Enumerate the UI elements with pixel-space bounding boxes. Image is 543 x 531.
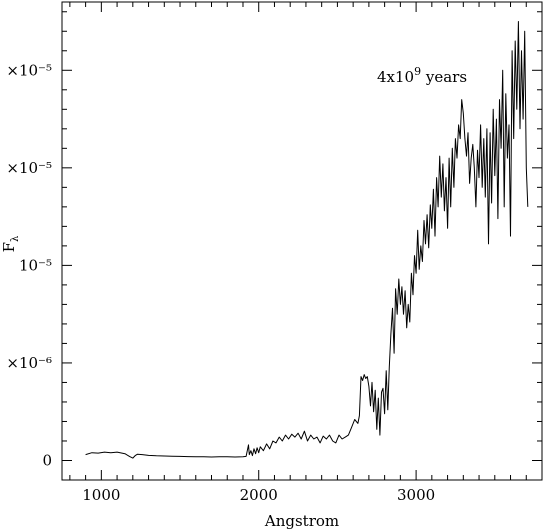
x-tick-label: 3000: [397, 486, 435, 504]
plot-frame: [61, 1, 543, 481]
y-tick-label: ×10⁻⁵: [6, 61, 52, 79]
x-axis-title: Angstrom: [264, 512, 339, 530]
x-tick-label: 2000: [240, 486, 278, 504]
axis-ticks: [62, 2, 543, 480]
x-tick-label: 1000: [82, 486, 120, 504]
x-tick-labels: 1000 2000 3000: [82, 486, 435, 504]
y-tick-labels: 0 ×10⁻⁶ 10⁻⁵ ×10⁻⁵ ×10⁻⁵: [6, 61, 52, 469]
y-tick-label: 0: [42, 451, 52, 469]
y-tick-label: ×10⁻⁵: [6, 159, 52, 177]
annotation-label: 4x109 years: [377, 65, 467, 86]
y-axis-title: Fλ: [0, 235, 21, 252]
spectrum-line: [85, 21, 529, 459]
y-tick-label: ×10⁻⁶: [6, 354, 52, 372]
y-tick-label: 10⁻⁵: [19, 256, 52, 274]
